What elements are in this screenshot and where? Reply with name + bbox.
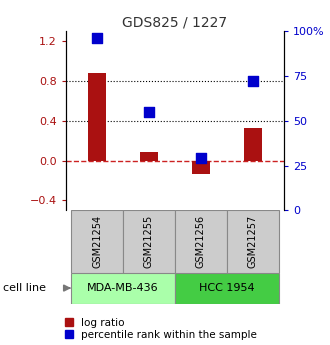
Text: GSM21256: GSM21256 [196,215,206,268]
Title: GDS825 / 1227: GDS825 / 1227 [122,16,227,30]
Text: HCC 1954: HCC 1954 [199,283,254,293]
Bar [71,210,123,273]
Bar [192,161,210,174]
Text: GSM21254: GSM21254 [92,215,102,268]
Legend: log ratio, percentile rank within the sample: log ratio, percentile rank within the sa… [65,318,257,340]
Bar [140,152,158,161]
Bar [123,210,175,273]
Bar [71,273,175,304]
Point [198,156,204,161]
Text: MDA-MB-436: MDA-MB-436 [87,283,159,293]
Bar [244,128,262,161]
Bar [88,73,106,161]
Point [250,79,255,84]
Point [94,36,100,41]
Text: GSM21257: GSM21257 [248,215,258,268]
Bar [175,210,227,273]
Text: cell line: cell line [3,283,46,293]
Bar [175,273,279,304]
Bar [227,210,279,273]
Text: GSM21255: GSM21255 [144,215,154,268]
Point [146,109,151,115]
